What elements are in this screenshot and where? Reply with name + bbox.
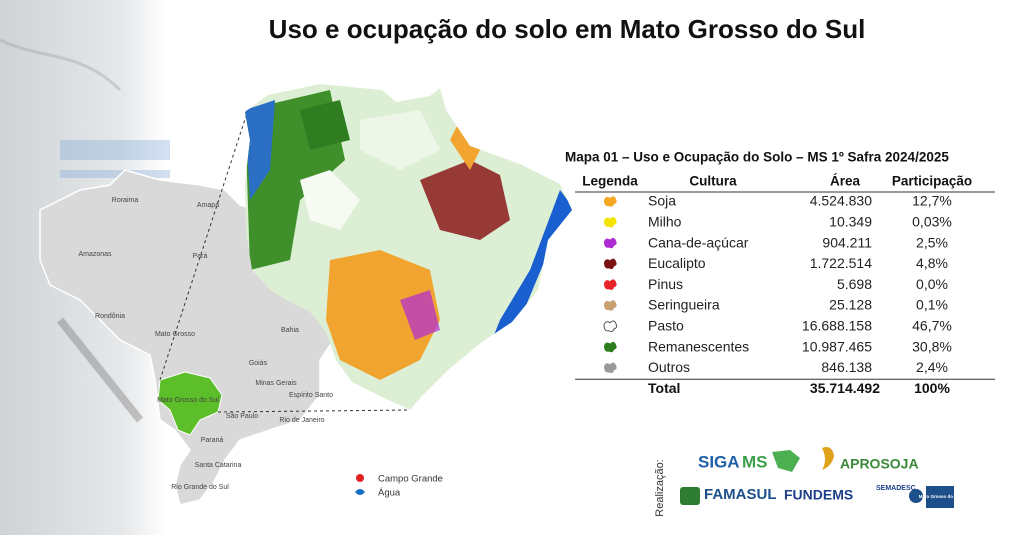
- share: 4,8%: [916, 255, 948, 271]
- area: 4.524.830: [810, 193, 872, 209]
- table-caption: Mapa 01 – Uso e Ocupação do Solo – MS 1º…: [565, 150, 949, 165]
- state-label: Espírito Santo: [289, 392, 333, 399]
- area: 5.698: [837, 276, 872, 292]
- culture: Pinus: [648, 276, 683, 292]
- share: 2,5%: [916, 234, 948, 250]
- logo-gov-box: [926, 486, 954, 508]
- culture: Outros: [648, 359, 690, 375]
- state-label: Rondônia: [95, 313, 125, 320]
- credits-label: Realização:: [654, 459, 666, 516]
- share: 12,7%: [912, 193, 952, 209]
- legend-swatch: [603, 320, 618, 332]
- state-label: Santa Catarina: [195, 462, 242, 469]
- legend-swatch: [604, 362, 617, 374]
- state-label: Goiás: [249, 360, 268, 367]
- map-legend-label: Água: [378, 488, 401, 499]
- table-header: Legenda: [582, 174, 638, 189]
- logo-ms: MS: [742, 452, 768, 471]
- table-header: Área: [830, 174, 861, 189]
- campo-grande-icon: [356, 474, 364, 482]
- culture: Seringueira: [648, 297, 720, 313]
- logo-fundems: FUNDEMS: [784, 487, 853, 503]
- logo-aprosoja-icon: [822, 447, 834, 470]
- culture: Cana-de-açúcar: [648, 234, 749, 250]
- area: 10.987.465: [802, 338, 872, 354]
- mato-grosso-do-sul: [157, 371, 223, 436]
- area: 904.211: [822, 234, 872, 250]
- state-label: Rio Grande do Sul: [171, 484, 229, 491]
- total-label: Total: [648, 380, 680, 396]
- map-legend-label: Campo Grande: [378, 474, 443, 485]
- logo-seal: [909, 489, 923, 503]
- agua-icon: [355, 489, 365, 495]
- state-label: Mato Grosso do Sul: [157, 397, 219, 404]
- photo-details: [0, 38, 170, 423]
- legend-swatch: [604, 341, 617, 353]
- state-label: Amazonas: [78, 251, 112, 258]
- area: 16.688.158: [802, 318, 872, 334]
- state-label: Amapá: [197, 202, 219, 209]
- logo-semadesc: SEMADESC: [876, 485, 916, 492]
- legend-swatch: [604, 258, 617, 270]
- total-share: 100%: [914, 380, 950, 396]
- share: 46,7%: [912, 318, 952, 334]
- area: 846.138: [821, 359, 872, 375]
- table-header: Participação: [892, 174, 972, 189]
- share: 2,4%: [916, 359, 948, 375]
- share: 0,0%: [916, 276, 948, 292]
- state-label: Roraima: [112, 197, 139, 204]
- legend-swatch: [604, 196, 617, 207]
- state-label: Rio de Janeiro: [279, 417, 324, 424]
- legend-swatch: [604, 279, 617, 290]
- logo-aprosoja: APROSOJA: [840, 456, 919, 472]
- logo-siga-icon: [772, 450, 800, 472]
- logo-gov: Mato Grosso do Sul: [919, 494, 962, 499]
- area: 25.128: [829, 297, 872, 313]
- share: 0,1%: [916, 297, 948, 313]
- title: Uso e ocupação do solo em Mato Grosso do…: [269, 14, 866, 44]
- legend-swatch: [604, 237, 617, 249]
- state-label: Minas Gerais: [255, 380, 297, 387]
- area: 10.349: [829, 214, 872, 230]
- legend-swatch: [604, 217, 617, 228]
- area: 1.722.514: [810, 255, 872, 271]
- share: 0,03%: [912, 214, 952, 230]
- total-area: 35.714.492: [810, 380, 880, 396]
- state-label: São Paulo: [226, 413, 258, 420]
- state-label: Bahia: [281, 327, 299, 334]
- table-header: Cultura: [689, 174, 737, 189]
- share: 30,8%: [912, 338, 952, 354]
- legend-swatch: [604, 300, 617, 311]
- culture: Soja: [648, 193, 676, 209]
- culture: Pasto: [648, 318, 684, 334]
- culture: Milho: [648, 214, 682, 230]
- culture: Remanescentes: [648, 338, 749, 354]
- logo-famasul-icon: [680, 487, 700, 505]
- culture: Eucalipto: [648, 255, 706, 271]
- state-label: Mato Grosso: [155, 331, 195, 338]
- logo-famasul: FAMASUL: [704, 486, 777, 503]
- zoom-line: [217, 409, 411, 413]
- logo-siga: SIGA: [698, 452, 740, 471]
- state-label: Paraná: [201, 437, 224, 444]
- state-label: Pará: [193, 253, 208, 260]
- zoom-line: [159, 109, 249, 381]
